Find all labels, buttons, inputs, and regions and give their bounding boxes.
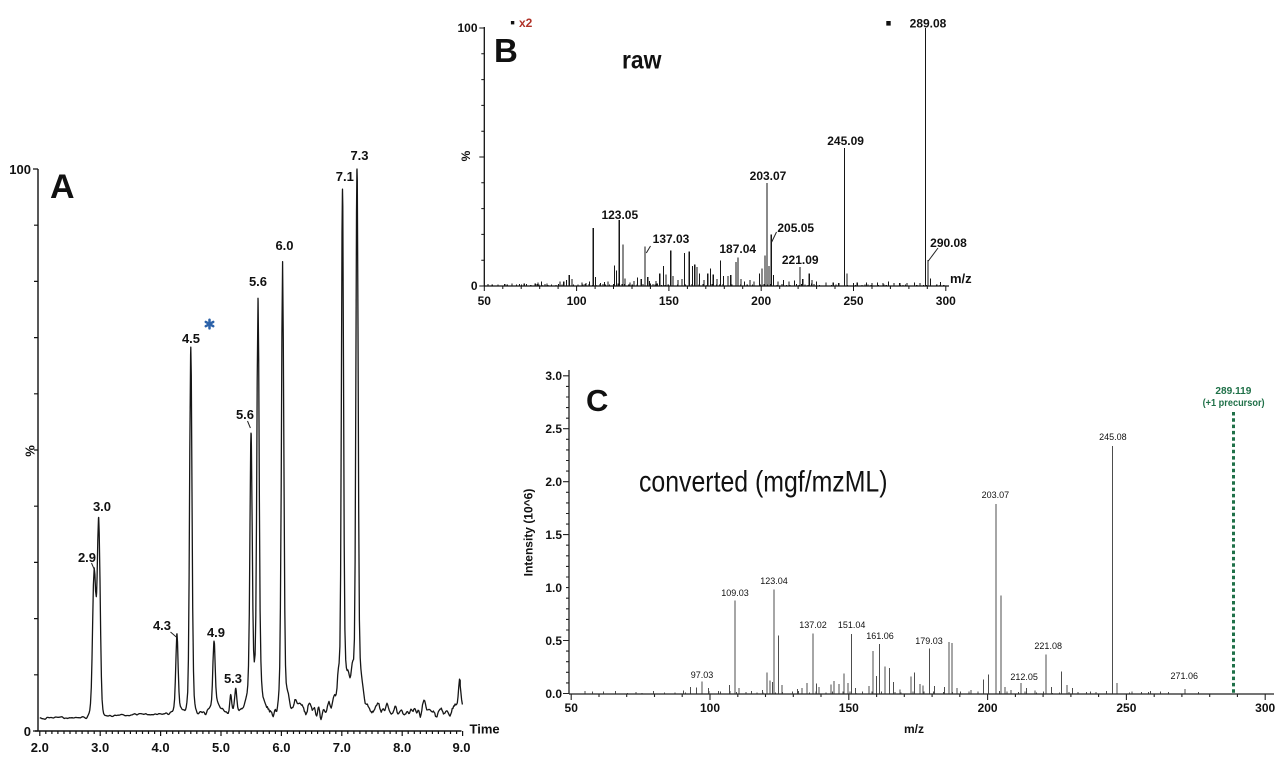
svg-text:150: 150 — [839, 701, 859, 715]
svg-text:123.04: 123.04 — [760, 576, 788, 586]
svg-text:4.0: 4.0 — [152, 740, 170, 755]
svg-text:137.02: 137.02 — [799, 620, 827, 630]
svg-text:4.5: 4.5 — [182, 331, 200, 346]
svg-text:8.0: 8.0 — [393, 740, 411, 755]
svg-text:100: 100 — [567, 294, 587, 308]
svg-text:3.0: 3.0 — [93, 499, 111, 514]
svg-text:271.06: 271.06 — [1171, 671, 1199, 681]
svg-text:289.08: 289.08 — [910, 17, 947, 31]
svg-text:4.9: 4.9 — [207, 625, 225, 640]
svg-text:0.5: 0.5 — [545, 634, 562, 648]
svg-text:1.5: 1.5 — [545, 528, 562, 542]
svg-text:%: % — [459, 150, 473, 161]
svg-text:3.0: 3.0 — [91, 740, 109, 755]
svg-text:161.06: 161.06 — [866, 631, 894, 641]
svg-text:150: 150 — [659, 294, 679, 308]
svg-text:100: 100 — [700, 701, 720, 715]
svg-text:%: % — [23, 445, 38, 457]
svg-text:187.04: 187.04 — [719, 242, 756, 256]
svg-text:6.0: 6.0 — [275, 238, 293, 253]
svg-text:50: 50 — [478, 294, 492, 308]
svg-text:250: 250 — [1116, 701, 1136, 715]
svg-text:converted (mgf/mzML): converted (mgf/mzML) — [639, 466, 888, 499]
svg-text:m/z: m/z — [904, 722, 924, 736]
svg-text:(+1 precursor): (+1 precursor) — [1203, 398, 1265, 409]
svg-text:6.0: 6.0 — [272, 740, 290, 755]
svg-text:4.3: 4.3 — [153, 618, 171, 633]
svg-text:2.0: 2.0 — [545, 475, 562, 489]
svg-text:212.05: 212.05 — [1010, 672, 1038, 682]
svg-text:3.0: 3.0 — [545, 369, 562, 383]
svg-text:203.07: 203.07 — [750, 169, 787, 183]
svg-text:203.07: 203.07 — [982, 490, 1010, 500]
svg-text:50: 50 — [565, 701, 579, 715]
svg-text:97.03: 97.03 — [691, 670, 714, 680]
svg-text:7.3: 7.3 — [350, 148, 368, 163]
svg-text:245.08: 245.08 — [1099, 432, 1127, 442]
svg-text:0.0: 0.0 — [545, 687, 562, 701]
svg-text:100: 100 — [457, 21, 477, 35]
svg-text:Intensity (10^6): Intensity (10^6) — [522, 489, 536, 577]
svg-text:x2: x2 — [519, 16, 533, 30]
svg-text:5.3: 5.3 — [224, 671, 242, 686]
svg-text:300: 300 — [936, 294, 956, 308]
svg-text:9.0: 9.0 — [452, 740, 470, 755]
svg-text:245.09: 245.09 — [827, 134, 864, 148]
svg-text:0: 0 — [24, 724, 31, 739]
svg-text:m/z: m/z — [950, 271, 972, 286]
svg-text:200: 200 — [751, 294, 771, 308]
svg-text:250: 250 — [843, 294, 863, 308]
svg-text:5.6: 5.6 — [236, 407, 254, 422]
svg-text:raw: raw — [622, 47, 662, 75]
svg-text:C: C — [586, 383, 608, 418]
svg-text:200: 200 — [978, 701, 998, 715]
svg-text:0: 0 — [471, 279, 478, 293]
svg-text:123.05: 123.05 — [601, 208, 638, 222]
svg-text:5.6: 5.6 — [249, 274, 267, 289]
svg-text:B: B — [494, 32, 518, 69]
svg-text:109.03: 109.03 — [721, 588, 749, 598]
svg-text:300: 300 — [1255, 701, 1275, 715]
svg-text:221.08: 221.08 — [1034, 641, 1062, 651]
svg-text:2.9: 2.9 — [78, 550, 96, 565]
svg-text:205.05: 205.05 — [777, 221, 814, 235]
svg-text:151.04: 151.04 — [838, 620, 866, 630]
svg-text:221.09: 221.09 — [782, 253, 819, 267]
svg-text:5.0: 5.0 — [212, 740, 230, 755]
svg-text:290.08: 290.08 — [930, 236, 967, 250]
svg-text:2.5: 2.5 — [545, 422, 562, 436]
svg-text:7.0: 7.0 — [333, 740, 351, 755]
svg-text:1.0: 1.0 — [545, 581, 562, 595]
svg-text:Time: Time — [470, 722, 500, 737]
svg-text:7.1: 7.1 — [336, 169, 354, 184]
svg-text:179.03: 179.03 — [915, 636, 943, 646]
svg-text:A: A — [50, 168, 75, 206]
svg-text:289.119: 289.119 — [1215, 386, 1251, 397]
svg-text:2.0: 2.0 — [31, 740, 49, 755]
svg-text:100: 100 — [9, 162, 31, 177]
svg-text:137.03: 137.03 — [653, 232, 690, 246]
